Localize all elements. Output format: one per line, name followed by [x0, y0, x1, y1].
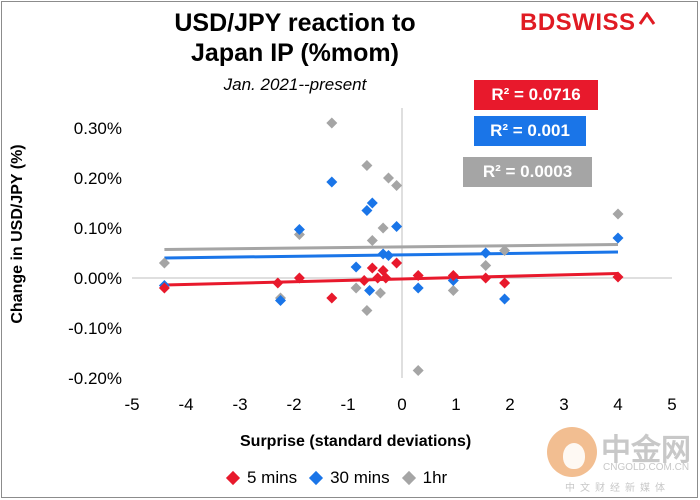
r2-label-30-mins: R² = 0.001: [474, 116, 586, 146]
data-point-30-mins: [480, 247, 492, 259]
data-point-5-mins: [480, 272, 492, 284]
logo-mark-icon: [638, 12, 655, 25]
legend-label: 1hr: [422, 468, 448, 487]
x-tick-label: 3: [559, 395, 568, 414]
watermark-logo-icon: [547, 427, 597, 477]
data-point-5-mins: [358, 275, 370, 286]
x-axis-label: Surprise (standard deviations): [240, 433, 472, 450]
data-point-30-mins: [499, 293, 511, 305]
chart-legend: 5 mins 30 mins 1hr: [225, 468, 461, 488]
data-point-5-mins: [326, 292, 338, 304]
data-point-1hr: [383, 172, 394, 184]
data-point-30-mins: [391, 221, 403, 232]
data-point-1hr: [412, 365, 424, 376]
legend-label: 30 mins: [330, 468, 390, 487]
y-tick-label: 0.20%: [74, 169, 122, 188]
data-point-5-mins: [612, 271, 624, 283]
watermark: 中金网 CNGOLD.COM.CN 中文财经新媒体: [545, 423, 695, 495]
watermark-en: CNGOLD.COM.CN: [603, 462, 690, 473]
y-axis-label: Change in USD/JPY (%): [9, 144, 26, 324]
data-point-1hr: [361, 305, 373, 316]
y-tick-label: -0.10%: [68, 319, 122, 338]
data-point-30-mins: [364, 285, 376, 296]
data-point-5-mins: [272, 277, 284, 289]
trendline-1hr: [164, 243, 619, 251]
x-tick-label: 0: [397, 395, 406, 414]
data-point-5-mins: [447, 270, 459, 281]
legend-label: 5 mins: [247, 468, 298, 487]
data-point-30-mins: [383, 250, 394, 261]
legend-marker: [401, 470, 416, 486]
data-point-1hr: [377, 222, 389, 234]
data-point-5-mins: [158, 282, 170, 294]
y-tick-label: 0.00%: [74, 269, 122, 288]
data-point-1hr: [366, 235, 378, 246]
data-point-30-mins: [293, 224, 305, 235]
r2-label-5-mins: R² = 0.0716: [474, 80, 598, 110]
legend-item-1hr: 1hr: [401, 468, 448, 488]
data-point-30-mins: [350, 261, 362, 273]
data-point-30-mins: [275, 295, 286, 306]
data-point-5-mins: [499, 277, 511, 289]
y-tick-label: 0.10%: [74, 219, 122, 238]
trendline-5-mins: [164, 272, 619, 287]
data-point-1hr: [361, 160, 373, 171]
data-point-5-mins: [380, 272, 392, 284]
chart-title: USD/JPY reaction to Japan IP (%mom): [174, 9, 416, 67]
x-tick-label: -4: [178, 395, 193, 414]
x-tick-label: 1: [451, 395, 460, 414]
data-point-1hr: [391, 180, 403, 191]
data-point-1hr: [326, 117, 338, 129]
brand-logo-text: BDSWISS: [520, 9, 636, 36]
data-point-1hr: [612, 208, 624, 220]
chart-subtitle: Jan. 2021--present: [223, 75, 367, 94]
legend-item-5-mins: 5 mins: [225, 468, 298, 488]
data-point-1hr: [158, 257, 170, 269]
data-point-30-mins: [412, 282, 424, 294]
data-point-5-mins: [372, 272, 384, 284]
data-point-30-mins: [366, 197, 378, 209]
data-point-1hr: [374, 287, 386, 299]
data-point-30-mins: [612, 232, 624, 244]
x-tick-label: 4: [613, 395, 622, 414]
x-tick-label: -1: [340, 395, 355, 414]
watermark-cn: 中金网: [601, 433, 691, 468]
data-point-1hr: [480, 260, 492, 271]
data-point-5-mins: [366, 262, 378, 274]
x-tick-label: 5: [667, 395, 676, 414]
data-point-30-mins: [361, 205, 373, 216]
x-tick-label: -2: [286, 395, 301, 414]
y-tick-label: -0.20%: [68, 369, 122, 388]
data-point-5-mins: [391, 257, 403, 269]
legend-marker: [225, 470, 241, 486]
x-tick-label: 2: [505, 395, 514, 414]
x-tick-label: -5: [124, 395, 139, 414]
legend-item-30-mins: 30 mins: [309, 468, 390, 488]
y-tick-label: 0.30%: [74, 119, 122, 138]
r2-label-1hr: R² = 0.0003: [463, 157, 592, 187]
x-tick-label: -3: [232, 395, 247, 414]
watermark-sub: 中文财经新媒体: [565, 483, 670, 494]
data-point-1hr: [499, 245, 511, 256]
data-point-5-mins: [412, 270, 424, 281]
data-point-1hr: [350, 282, 362, 294]
data-point-1hr: [447, 285, 459, 296]
brand-logo: BDSWISS: [520, 8, 656, 38]
data-point-5-mins: [293, 272, 305, 284]
legend-marker: [309, 470, 324, 486]
data-point-30-mins: [326, 176, 338, 188]
